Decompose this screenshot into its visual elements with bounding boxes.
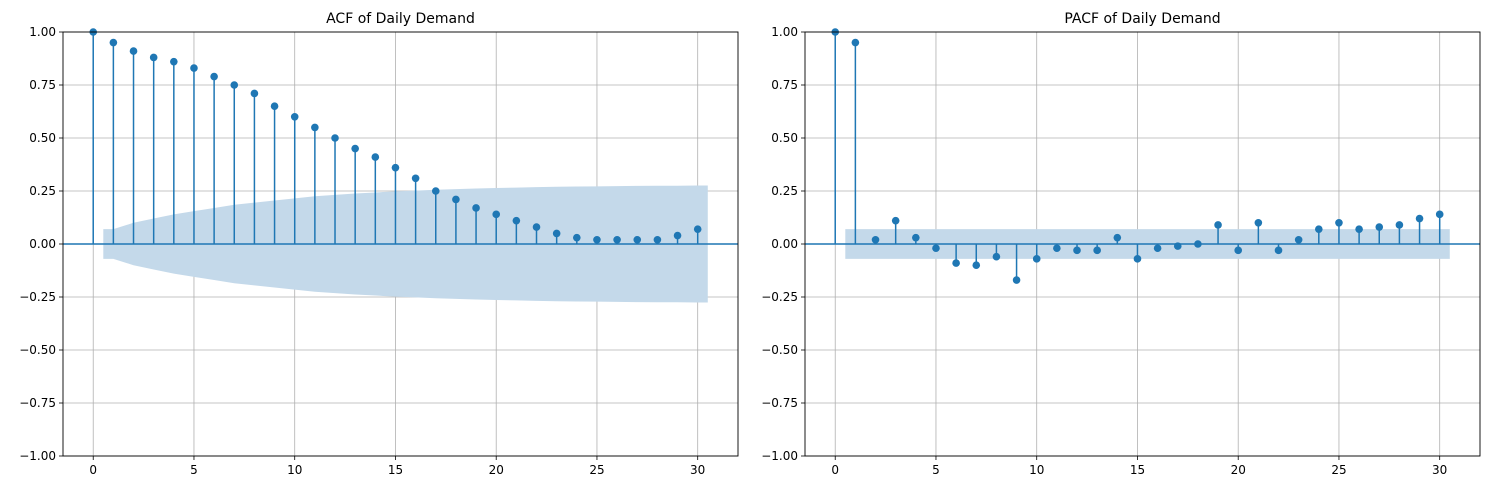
stem-marker bbox=[932, 244, 940, 253]
stem-marker bbox=[230, 81, 239, 89]
stem-marker bbox=[1093, 246, 1101, 255]
stem-marker bbox=[552, 229, 561, 238]
y-tick-label: −0.75 bbox=[19, 396, 56, 410]
stem-marker bbox=[1375, 223, 1384, 231]
pacf-chart: 0 5 10 15 20 25 30 −1.00 −0.75 −0.50 −0.25 0.00 0.25… bbox=[761, 11, 1481, 477]
y-tick-label: 0.25 bbox=[771, 184, 798, 198]
acf-chart: 0 5 10 15 20 25 30 −1.00 −0.75 −0.50 −0.25 0.00 0.25… bbox=[19, 11, 739, 477]
stem-marker bbox=[1012, 276, 1021, 284]
stem-marker bbox=[411, 174, 420, 183]
stem-marker bbox=[851, 38, 860, 47]
chart-title: PACF of Daily Demand bbox=[1064, 11, 1220, 27]
x-tick-label: 0 bbox=[831, 463, 839, 477]
stem-marker bbox=[1335, 219, 1343, 227]
stem-marker bbox=[1133, 255, 1142, 263]
y-tick-label: 0.00 bbox=[29, 237, 56, 251]
stem-marker bbox=[1073, 246, 1081, 255]
stem-marker bbox=[311, 123, 319, 132]
stem-marker bbox=[1355, 225, 1363, 233]
stem-marker bbox=[871, 235, 880, 244]
x-tick-label: 20 bbox=[489, 463, 504, 477]
y-tick-label: 0.25 bbox=[29, 184, 56, 198]
y-tick-label: 0.50 bbox=[771, 131, 798, 145]
stem-marker bbox=[912, 233, 920, 242]
stem-marker bbox=[1053, 244, 1061, 253]
stem-marker bbox=[512, 216, 521, 225]
stem-marker bbox=[1294, 235, 1303, 244]
stem-marker bbox=[1234, 246, 1243, 255]
stem-marker bbox=[693, 225, 702, 233]
stem-marker bbox=[149, 53, 158, 62]
x-tick-label: 10 bbox=[1029, 463, 1044, 477]
y-tick-label: −0.25 bbox=[19, 290, 56, 304]
y-tick-label: −0.75 bbox=[761, 396, 798, 410]
stem-marker bbox=[1214, 221, 1222, 229]
y-tick-label: 0.75 bbox=[29, 78, 56, 92]
stem-marker bbox=[109, 38, 118, 47]
stem-marker bbox=[210, 72, 218, 81]
stem-marker bbox=[331, 134, 339, 142]
stem-marker bbox=[1254, 219, 1263, 227]
stem-marker bbox=[431, 187, 440, 195]
y-tick-label: 1.00 bbox=[29, 25, 56, 39]
y-tick-label: 0.00 bbox=[771, 237, 798, 251]
stem-marker bbox=[633, 235, 642, 244]
x-tick-label: 25 bbox=[1331, 463, 1346, 477]
stem-marker bbox=[270, 102, 279, 110]
stem-marker bbox=[170, 57, 178, 66]
stem-marker bbox=[190, 64, 198, 72]
stem-marker bbox=[593, 235, 601, 244]
stem-marker bbox=[613, 235, 621, 244]
stem-marker bbox=[952, 259, 960, 267]
y-tick-label: 0.50 bbox=[29, 131, 56, 145]
stem-marker bbox=[129, 47, 138, 55]
stem-marker bbox=[1032, 255, 1041, 263]
y-tick-label: −0.50 bbox=[19, 343, 56, 357]
stem-marker bbox=[532, 223, 541, 231]
stem-marker bbox=[1153, 244, 1162, 253]
stem-marker bbox=[673, 231, 682, 240]
stem-marker bbox=[1194, 240, 1202, 248]
stem-marker bbox=[972, 261, 981, 270]
stem-marker bbox=[492, 210, 501, 219]
y-tick-label: 1.00 bbox=[771, 25, 798, 39]
stem-marker bbox=[1274, 246, 1283, 255]
stem-marker bbox=[371, 153, 380, 161]
stem-marker bbox=[452, 195, 460, 204]
x-tick-label: 15 bbox=[1130, 463, 1145, 477]
stem-marker bbox=[891, 216, 900, 225]
stem-marker bbox=[1435, 210, 1444, 219]
y-tick-label: −0.25 bbox=[761, 290, 798, 304]
stem-marker bbox=[472, 204, 480, 212]
stem-marker bbox=[1415, 214, 1424, 223]
stem-marker bbox=[1173, 242, 1182, 250]
x-tick-label: 15 bbox=[388, 463, 403, 477]
stem-marker bbox=[1315, 225, 1323, 233]
stem-marker bbox=[1395, 221, 1404, 229]
stem-marker bbox=[391, 163, 400, 172]
x-tick-label: 5 bbox=[932, 463, 940, 477]
x-tick-label: 25 bbox=[589, 463, 604, 477]
x-tick-label: 0 bbox=[89, 463, 97, 477]
y-tick-label: 0.75 bbox=[771, 78, 798, 92]
stem-marker bbox=[653, 235, 662, 244]
x-tick-label: 10 bbox=[287, 463, 302, 477]
chart-title: ACF of Daily Demand bbox=[326, 11, 475, 27]
y-tick-label: −0.50 bbox=[761, 343, 798, 357]
stem-marker bbox=[573, 233, 581, 242]
y-tick-label: −1.00 bbox=[761, 449, 798, 463]
stem-marker bbox=[992, 252, 1001, 261]
x-tick-label: 5 bbox=[190, 463, 198, 477]
y-tick-label: −1.00 bbox=[19, 449, 56, 463]
stem-marker bbox=[250, 89, 259, 98]
stem-marker bbox=[1113, 233, 1122, 242]
x-tick-label: 20 bbox=[1231, 463, 1246, 477]
x-tick-label: 30 bbox=[690, 463, 705, 477]
stem-marker bbox=[290, 113, 299, 121]
x-tick-label: 30 bbox=[1432, 463, 1447, 477]
stem-marker bbox=[351, 144, 359, 153]
